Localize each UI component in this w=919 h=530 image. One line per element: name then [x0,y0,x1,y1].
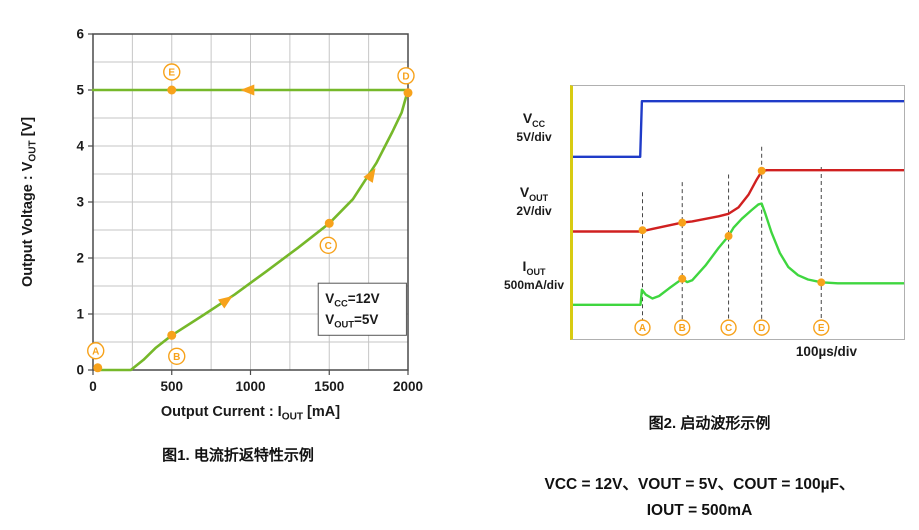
y-tick-label: 0 [76,363,84,378]
point-label-circle-D [397,67,415,85]
trace-name: VCC [522,110,546,129]
point-label-C: C [325,241,332,252]
figure2-startup-waveform: VCC 5V/div VOUT 2V/div IOUT 500mA/div A B C D E 1… [500,80,919,530]
point-label-circle-E [163,63,181,81]
trace-name: VOUT [519,184,549,203]
direction-arrow [363,168,376,183]
trace-scale: 2V/div [516,204,552,219]
event-label-circle-B [674,319,691,336]
point-label-B: B [173,352,180,363]
y-tick-label: 5 [76,83,84,98]
x-axis-title: Output Current : IOUT [mA] [161,404,340,423]
trace-scale: 500mA/div [503,278,565,293]
foldback-curve [94,88,410,372]
event-dot [817,278,826,287]
y-tick-label: 2 [76,251,84,266]
conditions-line1: VCC = 12V、VOUT = 5V、COUT = 100µF、 [544,476,855,493]
direction-arrow [218,295,233,309]
point-label-A: A [92,346,99,357]
point-label-circle-A [87,342,105,360]
x-tick-label: 2000 [393,379,423,394]
x-tick-label: 0 [89,379,97,394]
y-tick-label: 1 [76,307,84,322]
point-label-E: E [168,68,175,79]
x-tick-label: 1500 [314,379,344,394]
event-label-D: D [758,323,765,334]
point-dot-B [167,330,177,340]
direction-arrow [240,84,255,96]
x-tick-label: 500 [160,379,183,394]
y-tick-label: 3 [76,195,84,210]
oscilloscope-screen: A B C D E [570,85,905,340]
x-tick-label: 1000 [235,379,265,394]
time-per-div-label: 100µs/div [795,344,857,359]
point-dot-A [93,363,103,373]
event-dot [638,226,647,235]
point-dot-C [324,218,334,228]
event-dot [678,274,687,283]
event-label-circle-C [720,319,737,336]
trace-name: IOUT [522,258,546,277]
point-dot-D [403,88,413,98]
y-tick-label: 6 [76,27,84,42]
event-label-circle-A [634,319,651,336]
oscilloscope-svg: A B C D E [573,99,904,336]
event-label-B: B [679,323,686,334]
annotation-line-1: VCC=12V [325,291,379,309]
y-tick-label: 4 [76,139,84,154]
trace-label-2: IOUT 500mA/div [500,257,568,294]
point-label-D: D [402,71,409,82]
figure1-caption: 图1. 电流折返特性示例 [162,447,314,464]
trace-label-0: VCC 5V/div [500,109,568,146]
event-label-circle-D [753,319,770,336]
point-dot-E [167,85,177,95]
scope-trace-labels: VCC 5V/div VOUT 2V/div IOUT 500mA/div [500,80,568,340]
trace-VCC [573,99,904,159]
event-label-E: E [818,323,825,334]
foldback-chart-svg: 0 500 1000 1500 2000 0 1 2 3 4 5 6 Output Current : … [20,27,423,423]
annotation-box [317,282,407,336]
annotation-line-2: VOUT=5V [325,312,378,330]
trace-scale: 5V/div [516,130,552,145]
y-axis-title: Output Voltage : VOUT [V] [20,117,39,287]
conditions-line2: IOUT = 500mA [646,502,753,519]
event-dot [757,166,766,175]
event-label-C: C [725,323,732,334]
point-label-circle-B [168,347,186,365]
point-label-circle-C [319,236,337,254]
figure2-caption: 图2. 启动波形示例 [648,415,771,432]
figure2-conditions: VCC = 12V、VOUT = 5V、COUT = 100µF、 IOUT =… [480,472,919,524]
event-dot [724,232,733,241]
figure1-foldback-chart: 0 500 1000 1500 2000 0 1 2 3 4 5 6 Output Current : … [14,4,462,465]
event-dot [678,218,687,227]
event-label-A: A [639,323,646,334]
trace-IOUT [573,202,904,307]
trace-label-1: VOUT 2V/div [500,183,568,220]
event-label-circle-E [813,319,830,336]
